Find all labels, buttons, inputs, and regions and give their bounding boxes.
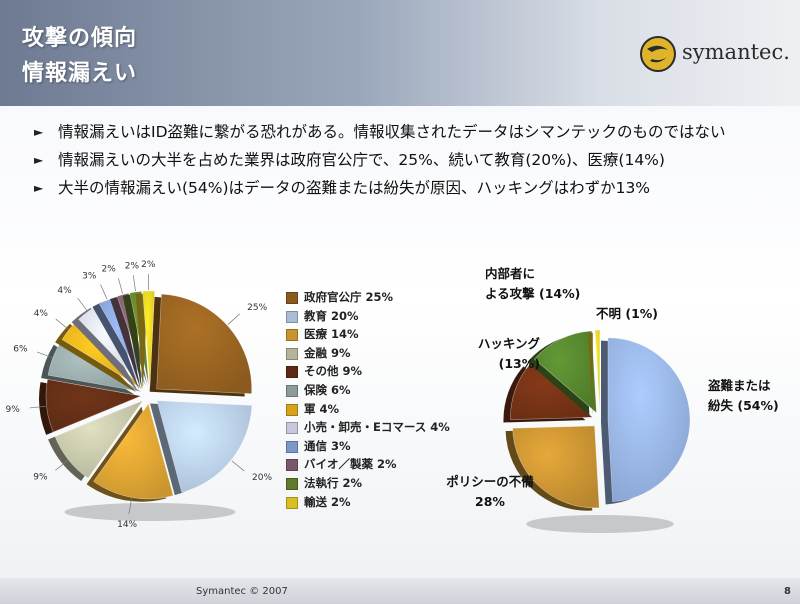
cause-label-line2: 28% — [475, 494, 505, 509]
footer-bar: Symantec © 2007 8 — [0, 578, 800, 604]
cause-label-line1: ポリシーの不備 — [446, 474, 534, 489]
pie-slice-side — [92, 299, 140, 390]
bullet-arrow-icon: ► — [34, 125, 44, 139]
cause-label-line2: 紛失 (54%) — [708, 398, 779, 413]
leader-line — [29, 405, 46, 409]
legend-label: 政府官公庁 25% — [304, 290, 394, 304]
legend-swatch — [286, 292, 298, 304]
legend-label: 通信 3% — [304, 438, 351, 453]
legend-label: 軍 4% — [304, 401, 340, 416]
legend-swatch — [286, 347, 298, 360]
pie-slice — [607, 337, 691, 502]
legend-swatch — [286, 366, 298, 379]
legend-label: 教育 20% — [304, 308, 359, 323]
legend-swatch — [286, 496, 298, 509]
leader-line — [55, 318, 69, 330]
legend-label: バイオ／製薬 2% — [304, 457, 397, 472]
pie-slice — [45, 379, 143, 433]
slice-percent-label: 9% — [33, 473, 48, 483]
leader-line — [36, 351, 53, 358]
slice-percent-label: 2% — [125, 261, 140, 271]
leader-line — [231, 460, 245, 472]
pie-slice — [512, 425, 600, 509]
legend-label: 小売・卸売・Eコマース 4% — [304, 420, 450, 435]
slice-percent-label: 14% — [117, 520, 137, 530]
slice-percent-label: 4% — [34, 309, 49, 319]
slide-title-line-1: 攻撃の傾向 — [22, 26, 138, 51]
symantec-logo: symantec. — [638, 34, 790, 74]
slice-percent-label: 25% — [247, 303, 267, 313]
industry-pie-chart: 25%20%14%9%9%6%4%4%3%2% 2% 2% — [5, 260, 272, 530]
legend-label: その他 9% — [304, 364, 363, 379]
legend-swatch — [286, 459, 298, 472]
title-bar: 攻撃の傾向 情報漏えい symantec. — [0, 0, 800, 106]
pie-shadow — [64, 503, 236, 521]
leader-line — [227, 313, 240, 325]
page-number: 8 — [784, 586, 791, 597]
pie-slice-side — [122, 294, 142, 389]
pie-slice — [54, 399, 144, 479]
slice-percent-label: 2% — [102, 265, 117, 275]
legend-label: 法執行 2% — [304, 475, 363, 490]
legend-swatch — [286, 440, 298, 453]
slice-percent-label: 2% — [141, 260, 156, 270]
pie-shadow — [526, 515, 674, 533]
bullet-arrow-icon: ► — [34, 181, 44, 195]
cause-label-line1: ハッキング — [478, 336, 541, 351]
leader-line — [132, 275, 136, 292]
legend-swatch — [286, 477, 298, 490]
cause-label-line2: (13%) — [499, 356, 540, 371]
legend-label: 輸送 2% — [304, 494, 351, 509]
legend-swatch — [286, 329, 298, 342]
slice-percent-label: 4% — [57, 286, 72, 296]
bullet-text: 情報漏えいはID盗難に繋がる恐れがある。情報収集されたデータはシマンテックのもの… — [58, 123, 726, 141]
bullet-item: ► 情報漏えいはID盗難に繋がる恐れがある。情報収集されたデータはシマンテックの… — [32, 122, 762, 143]
legend-swatch — [286, 403, 298, 416]
slice-percent-label: 9% — [5, 405, 20, 415]
logo-wordmark: symantec. — [682, 40, 790, 64]
bullet-item: ► 情報漏えいの大半を占めた業界は政府官公庁で、25%、続いて教育(20%)、医… — [32, 150, 762, 171]
legend-swatch — [286, 384, 298, 397]
slide-title-line-2: 情報漏えい — [22, 61, 138, 86]
cause-label-line2: よる攻撃 (14%) — [485, 286, 580, 301]
cause-label-line1: 盗難または — [708, 378, 771, 393]
slice-percent-label: 20% — [252, 473, 272, 483]
pie-slice-side — [110, 296, 141, 390]
pie-slice — [142, 290, 155, 387]
footer-copyright: Symantec © 2007 — [196, 586, 288, 597]
bullet-item: ► 大半の情報漏えい(54%)はデータの盗難または紛失が原因、ハッキングはわずか… — [32, 178, 762, 199]
symantec-logo-icon — [640, 36, 676, 72]
cause-pie-chart: 盗難または紛失 (54%) ポリシーの不備 28% ハッキング (13%) 内部者による攻… — [446, 266, 779, 533]
leader-line — [55, 460, 69, 471]
slice-percent-label: 3% — [82, 271, 97, 281]
pie-slice — [93, 403, 174, 500]
pie-slice — [156, 293, 252, 395]
leader-line — [100, 284, 108, 300]
bullet-text: 情報漏えいの大半を占めた業界は政府官公庁で、25%、続いて教育(20%)、医療(… — [58, 151, 665, 169]
cause-label-line1: 不明 (1%) — [596, 306, 658, 321]
leader-line — [77, 297, 88, 312]
leader-line — [128, 498, 132, 515]
pie-slice — [156, 400, 253, 493]
legend-label: 保険 6% — [304, 382, 351, 397]
bullet-arrow-icon: ► — [34, 153, 44, 167]
bullet-list: ► 情報漏えいはID盗難に繋がる恐れがある。情報収集されたデータはシマンテックの… — [32, 122, 762, 206]
pie-slice — [594, 329, 601, 413]
pie-slice — [534, 330, 597, 414]
leader-line — [118, 278, 123, 294]
pie-slice-side — [588, 332, 593, 415]
bullet-text: 大半の情報漏えい(54%)はデータの盗難または紛失が原因、ハッキングはわずか13… — [58, 179, 651, 197]
slice-percent-label: 6% — [13, 344, 28, 354]
legend-swatch — [286, 310, 298, 323]
legend-swatch — [286, 422, 298, 435]
cause-label-line1: 内部者に — [485, 266, 535, 281]
pie-slice — [510, 363, 594, 420]
legend-label: 医療 14% — [304, 327, 359, 342]
legend-label: 金融 9% — [304, 345, 351, 360]
